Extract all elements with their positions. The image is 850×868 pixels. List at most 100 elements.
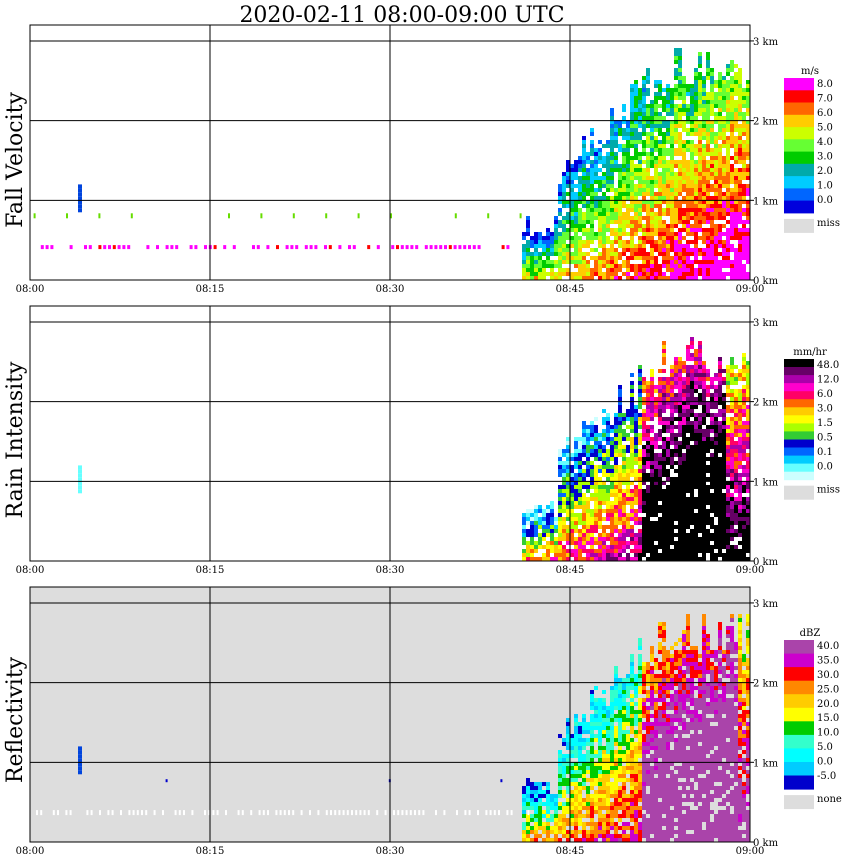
echo-cell bbox=[682, 248, 686, 252]
echo-cell bbox=[526, 553, 530, 557]
echo-cell bbox=[590, 128, 594, 132]
echo-cell bbox=[666, 489, 670, 493]
echo-cell bbox=[634, 517, 638, 521]
echo-cell bbox=[694, 68, 698, 72]
echo-cell bbox=[598, 702, 602, 706]
echo-cell bbox=[678, 52, 682, 56]
echo-cell bbox=[678, 152, 682, 156]
echo-cell bbox=[614, 782, 618, 786]
echo-cell bbox=[570, 537, 574, 541]
echo-cell bbox=[638, 670, 642, 674]
echo-cell bbox=[606, 188, 610, 192]
echo-cell bbox=[734, 260, 738, 264]
echo-cell bbox=[746, 188, 750, 192]
echo-cell bbox=[646, 176, 650, 180]
echo-cell bbox=[618, 421, 622, 425]
echo-cell bbox=[646, 473, 650, 477]
echo-cell bbox=[670, 204, 674, 208]
echo-cell bbox=[702, 477, 706, 481]
echo-cell bbox=[602, 184, 606, 188]
echo-cell bbox=[582, 742, 586, 746]
echo-cell bbox=[618, 445, 622, 449]
echo-cell bbox=[634, 822, 638, 826]
echo-cell bbox=[610, 429, 614, 433]
echo-cell bbox=[746, 369, 750, 373]
echo-cell bbox=[726, 152, 730, 156]
echo-cell bbox=[606, 802, 610, 806]
echo-cell bbox=[650, 180, 654, 184]
echo-cell bbox=[542, 260, 546, 264]
echo-cell bbox=[554, 264, 558, 268]
echo-cell bbox=[678, 397, 682, 401]
echo-cell bbox=[618, 790, 622, 794]
echo-cell bbox=[654, 148, 658, 152]
echo-cell bbox=[610, 481, 614, 485]
echo-cell bbox=[690, 465, 694, 469]
echo-cell bbox=[606, 722, 610, 726]
echo-cell bbox=[662, 521, 666, 525]
echo-cell bbox=[654, 401, 658, 405]
echo-cell bbox=[534, 517, 538, 521]
echo-cell bbox=[678, 473, 682, 477]
echo-cell bbox=[702, 88, 706, 92]
echo-cell bbox=[622, 754, 626, 758]
echo-cell bbox=[734, 401, 738, 405]
echo-cell bbox=[674, 208, 678, 212]
echo-cell bbox=[730, 248, 734, 252]
echo-cell bbox=[686, 349, 690, 353]
echo-cell bbox=[722, 164, 726, 168]
echo-cell bbox=[666, 224, 670, 228]
echo-cell bbox=[654, 413, 658, 417]
echo-cell bbox=[742, 176, 746, 180]
colorbar-swatch bbox=[784, 367, 814, 376]
echo-cell bbox=[646, 104, 650, 108]
echo-cell bbox=[682, 244, 686, 248]
echo-cell bbox=[722, 180, 726, 184]
echo-cell bbox=[670, 481, 674, 485]
echo-cell bbox=[558, 244, 562, 248]
echo-cell bbox=[686, 192, 690, 196]
echo-cell bbox=[626, 465, 630, 469]
echo-cell bbox=[606, 461, 610, 465]
echo-cell bbox=[582, 766, 586, 770]
echo-cell bbox=[722, 240, 726, 244]
echo-cell bbox=[730, 389, 734, 393]
echo-cell bbox=[654, 473, 658, 477]
echo-cell bbox=[534, 830, 538, 834]
echo-cell bbox=[602, 525, 606, 529]
echo-cell bbox=[702, 144, 706, 148]
echo-cell bbox=[554, 228, 558, 232]
echo-cell bbox=[690, 393, 694, 397]
echo-cell bbox=[606, 457, 610, 461]
echo-cell bbox=[722, 529, 726, 533]
echo-cell bbox=[582, 437, 586, 441]
echo-cell bbox=[602, 790, 606, 794]
echo-cell bbox=[702, 453, 706, 457]
echo-cell bbox=[586, 786, 590, 790]
echo-cell bbox=[558, 806, 562, 810]
echo-cell bbox=[566, 485, 570, 489]
echo-cell bbox=[574, 168, 578, 172]
echo-cell bbox=[606, 493, 610, 497]
echo-cell bbox=[746, 457, 750, 461]
echo-cell bbox=[622, 429, 626, 433]
echo-cell bbox=[558, 521, 562, 525]
echo-cell bbox=[730, 409, 734, 413]
echo-cell bbox=[706, 405, 710, 409]
echo-cell bbox=[634, 405, 638, 409]
echo-cell bbox=[598, 766, 602, 770]
echo-cell bbox=[566, 212, 570, 216]
echo-cell bbox=[650, 513, 654, 517]
echo-cell bbox=[602, 216, 606, 220]
echo-cell bbox=[622, 469, 626, 473]
echo-cell bbox=[666, 505, 670, 509]
echo-cell bbox=[562, 493, 566, 497]
echo-cell bbox=[598, 477, 602, 481]
echo-cell bbox=[634, 112, 638, 116]
echo-cell bbox=[710, 260, 714, 264]
echo-cell bbox=[734, 553, 738, 557]
echo-cell bbox=[534, 790, 538, 794]
echo-cell bbox=[638, 730, 642, 734]
echo-cell bbox=[530, 794, 534, 798]
echo-cell bbox=[634, 477, 638, 481]
